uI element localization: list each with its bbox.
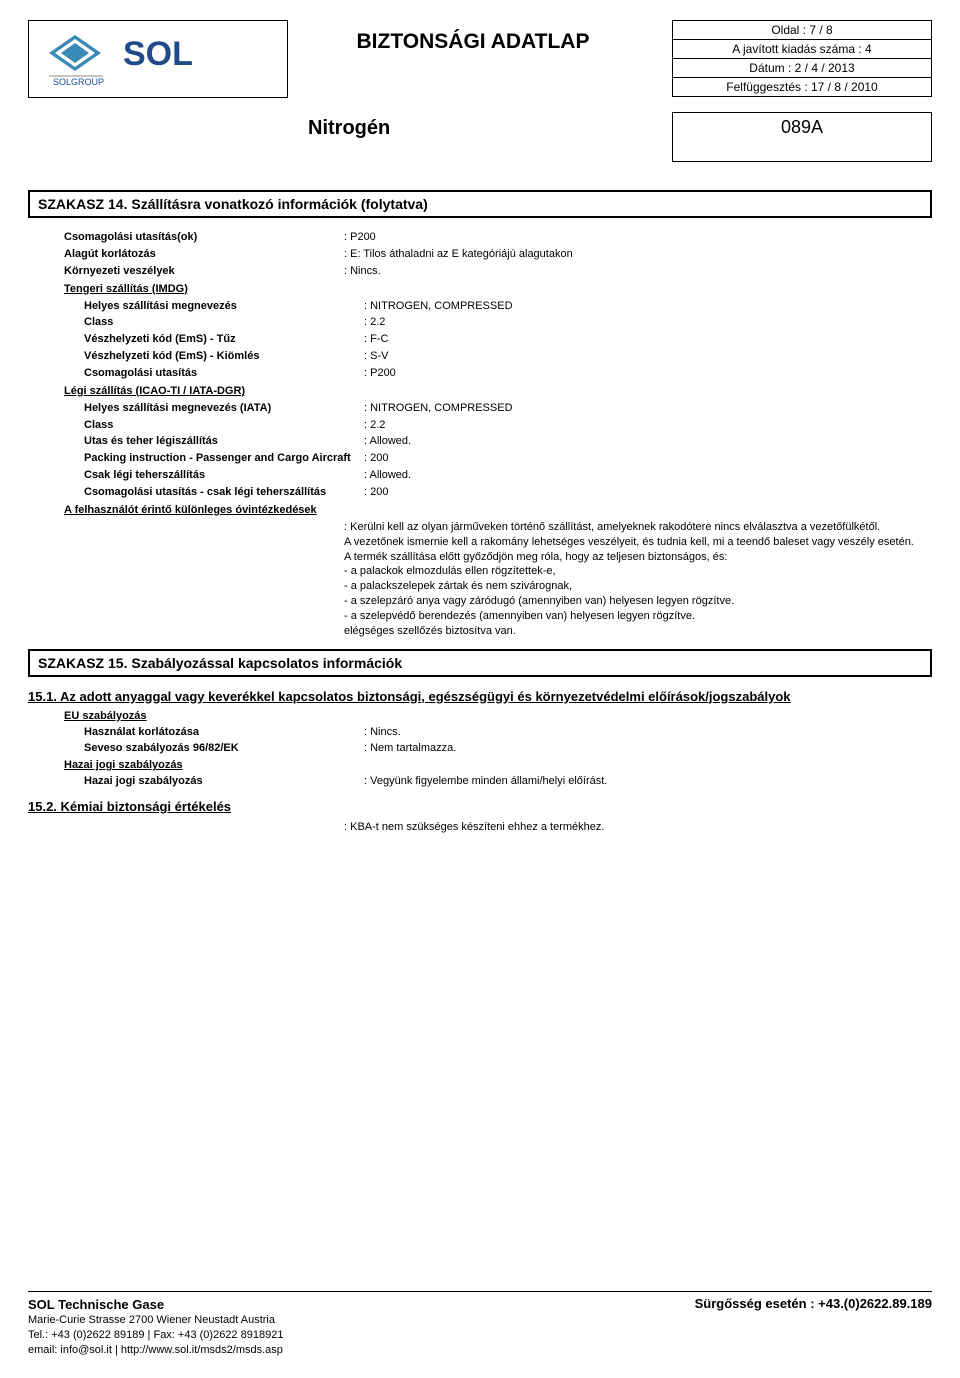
row-label: Seveso szabályozás 96/82/EK [84, 741, 364, 756]
row-value: : 200 [364, 485, 932, 500]
row-value: : Nem tartalmazza. [364, 741, 932, 756]
data-row: Csak légi teherszállítás: Allowed. [84, 468, 932, 483]
row-label: Csomagolási utasítás(ok) [64, 230, 344, 245]
row-value: : Nincs. [344, 264, 932, 279]
section-15-content: 15.1. Az adott anyaggal vagy keverékkel … [28, 689, 932, 835]
precautions-heading: A felhasználót érintő különleges óvintéz… [64, 504, 932, 516]
row-value: : F-C [364, 332, 932, 347]
row-label: Vészhelyzeti kód (EmS) - Kiömlés [84, 349, 364, 364]
row-label: Csomagolási utasítás - csak légi tehersz… [84, 485, 364, 500]
precaution-line: elégséges szellőzés biztosítva van. [344, 624, 932, 639]
section-15-2-heading: 15.2. Kémiai biztonsági értékelés [28, 799, 932, 814]
row-value: : E: Tilos áthaladni az E kategóriájú al… [344, 247, 932, 262]
row-label: Használat korlátozása [84, 725, 364, 740]
precaution-line: A vezetőnek ismernie kell a rakomány leh… [344, 535, 932, 550]
section-15-header: SZAKASZ 15. Szabályozással kapcsolatos i… [28, 649, 932, 677]
row-value: : P200 [344, 230, 932, 245]
data-row: Helyes szállítási megnevezés: NITROGEN, … [84, 299, 932, 314]
data-row: Class: 2.2 [84, 418, 932, 433]
row-label: Class [84, 418, 364, 433]
row-label: Helyes szállítási megnevezés (IATA) [84, 401, 364, 416]
footer-email: email: info@sol.it | http://www.sol.it/m… [28, 1343, 283, 1358]
row-value: : NITROGEN, COMPRESSED [364, 401, 932, 416]
document-date: Dátum : 2 / 4 / 2013 [673, 59, 931, 78]
data-row: Csomagolási utasítás(ok): P200 [64, 230, 932, 245]
row-label: Vészhelyzeti kód (EmS) - Tűz [84, 332, 364, 347]
row-value: : S-V [364, 349, 932, 364]
row-value: : NITROGEN, COMPRESSED [364, 299, 932, 314]
row-value: : Allowed. [364, 434, 932, 449]
data-row: Packing instruction - Passenger and Carg… [84, 451, 932, 466]
precaution-line: A termék szállítása előtt győződjön meg … [344, 550, 932, 565]
data-row: Class: 2.2 [84, 315, 932, 330]
data-row: Vészhelyzeti kód (EmS) - Kiömlés: S-V [84, 349, 932, 364]
header-info-box: Oldal : 7 / 8 A javított kiadás száma : … [672, 20, 932, 97]
data-row: Utas és teher légiszállítás: Allowed. [84, 434, 932, 449]
data-row: Csomagolási utasítás: P200 [84, 366, 932, 381]
row-value: : Vegyünk figyelembe minden állami/helyi… [364, 774, 932, 789]
svg-text:SOLGROUP: SOLGROUP [53, 77, 104, 87]
row-label: Környezeti veszélyek [64, 264, 344, 279]
row-value: : P200 [364, 366, 932, 381]
row-label: Csomagolási utasítás [84, 366, 364, 381]
footer-company: SOL Technische Gase [28, 1296, 283, 1314]
row-label: Utas és teher légiszállítás [84, 434, 364, 449]
page-number: Oldal : 7 / 8 [673, 21, 931, 40]
row-label: Hazai jogi szabályozás [84, 774, 364, 789]
document-header: SOL SOLGROUP BIZTONSÁGI ADATLAP Oldal : … [28, 20, 932, 172]
precaution-line: - a palackszelepek zártak és nem sziváro… [344, 579, 932, 594]
data-row: Alagút korlátozás: E: Tilos áthaladni az… [64, 247, 932, 262]
section-14-header: SZAKASZ 14. Szállításra vonatkozó inform… [28, 190, 932, 218]
row-value: : 200 [364, 451, 932, 466]
row-label: Helyes szállítási megnevezés [84, 299, 364, 314]
footer-address: Marie-Curie Strasse 2700 Wiener Neustadt… [28, 1313, 283, 1328]
data-row: Hazai jogi szabályozás: Vegyünk figyelem… [84, 774, 932, 789]
data-row: Seveso szabályozás 96/82/EK: Nem tartalm… [84, 741, 932, 756]
row-value: : Allowed. [364, 468, 932, 483]
data-row: Használat korlátozása: Nincs. [84, 725, 932, 740]
precautions-text: : Kerülni kell az olyan járműveken törté… [344, 520, 932, 639]
supersedes-date: Felfüggesztés : 17 / 8 / 2010 [673, 78, 931, 96]
data-row: Csomagolási utasítás - csak légi tehersz… [84, 485, 932, 500]
sol-logo: SOL SOLGROUP [43, 29, 273, 89]
data-row: Helyes szállítási megnevezés (IATA): NIT… [84, 401, 932, 416]
precaution-line: - a palackok elmozdulás ellen rögzítette… [344, 564, 932, 579]
precaution-line: - a szelepzáró anya vagy záródugó (amenn… [344, 594, 932, 609]
product-code: 089A [672, 112, 932, 162]
kba-label [64, 820, 344, 835]
footer-tel: Tel.: +43 (0)2622 89189 | Fax: +43 (0)26… [28, 1328, 283, 1343]
document-title: BIZTONSÁGI ADATLAP [308, 30, 638, 54]
row-label: Alagút korlátozás [64, 247, 344, 262]
precaution-line: : Kerülni kell az olyan járműveken törté… [344, 520, 932, 535]
icao-heading: Légi szállítás (ICAO-TI / IATA-DGR) [64, 385, 932, 397]
kba-value: : KBA-t nem szükséges készíteni ehhez a … [344, 820, 932, 835]
row-label: Packing instruction - Passenger and Carg… [84, 451, 364, 466]
eu-regulation-label: EU szabályozás [64, 710, 932, 722]
precaution-line: - a szelepvédő berendezés (amennyiben va… [344, 609, 932, 624]
row-label: Csak légi teherszállítás [84, 468, 364, 483]
section-15-1-heading: 15.1. Az adott anyaggal vagy keverékkel … [28, 689, 932, 704]
revision-number: A javított kiadás száma : 4 [673, 40, 931, 59]
row-label: Class [84, 315, 364, 330]
national-regulation-label: Hazai jogi szabályozás [64, 759, 932, 771]
row-value: : 2.2 [364, 315, 932, 330]
substance-name: Nitrogén [308, 117, 390, 140]
svg-text:SOL: SOL [123, 35, 193, 73]
imdg-heading: Tengeri szállítás (IMDG) [64, 283, 932, 295]
data-row: Vészhelyzeti kód (EmS) - Tűz: F-C [84, 332, 932, 347]
logo-container: SOL SOLGROUP [28, 20, 288, 98]
data-row: Környezeti veszélyek: Nincs. [64, 264, 932, 279]
row-value: : 2.2 [364, 418, 932, 433]
footer-emergency: Sürgősség esetén : +43.(0)2622.89.189 [695, 1296, 932, 1358]
section-14-content: Csomagolási utasítás(ok): P200Alagút kor… [28, 230, 932, 639]
row-value: : Nincs. [364, 725, 932, 740]
page-footer: SOL Technische Gase Marie-Curie Strasse … [28, 1291, 932, 1358]
